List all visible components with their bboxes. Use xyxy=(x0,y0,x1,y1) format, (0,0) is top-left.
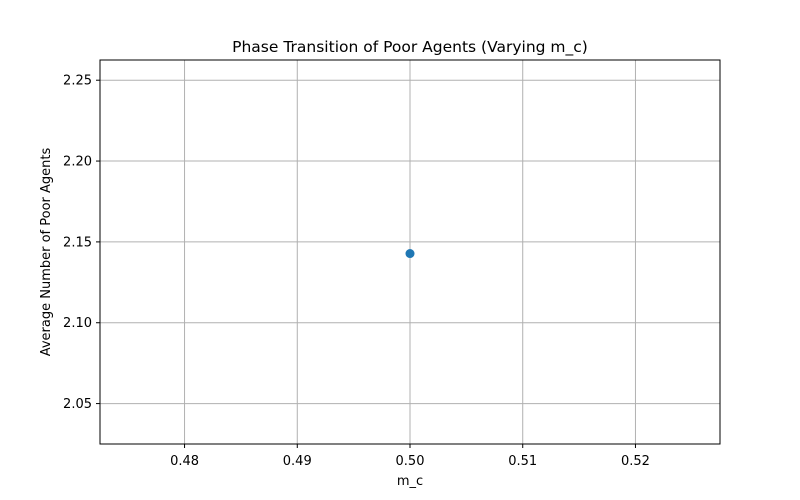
chart-title: Phase Transition of Poor Agents (Varying… xyxy=(232,38,588,57)
x-tick-label: 0.49 xyxy=(283,454,312,469)
plot-frame xyxy=(99,59,721,445)
grid xyxy=(100,60,720,444)
y-tick-label: 2.15 xyxy=(63,235,92,250)
y-axis-label: Average Number of Poor Agents xyxy=(39,148,54,357)
ticks: 0.48 0.49 0.50 0.51 0.52 2.05 2.10 2.15 2.20 2.25 xyxy=(63,74,650,469)
data-layer xyxy=(405,249,415,259)
data-point xyxy=(405,249,415,259)
x-tick-label: 0.50 xyxy=(396,454,425,469)
x-tick-label: 0.48 xyxy=(170,454,199,469)
y-tick-label: 2.10 xyxy=(63,316,92,331)
x-tick-label: 0.51 xyxy=(508,454,537,469)
y-tick-label: 2.20 xyxy=(63,155,92,170)
x-tick-label: 0.52 xyxy=(621,454,650,469)
y-tick-label: 2.25 xyxy=(63,74,92,89)
y-tick-label: 2.05 xyxy=(63,397,92,412)
x-axis-label: m_c xyxy=(397,474,423,489)
